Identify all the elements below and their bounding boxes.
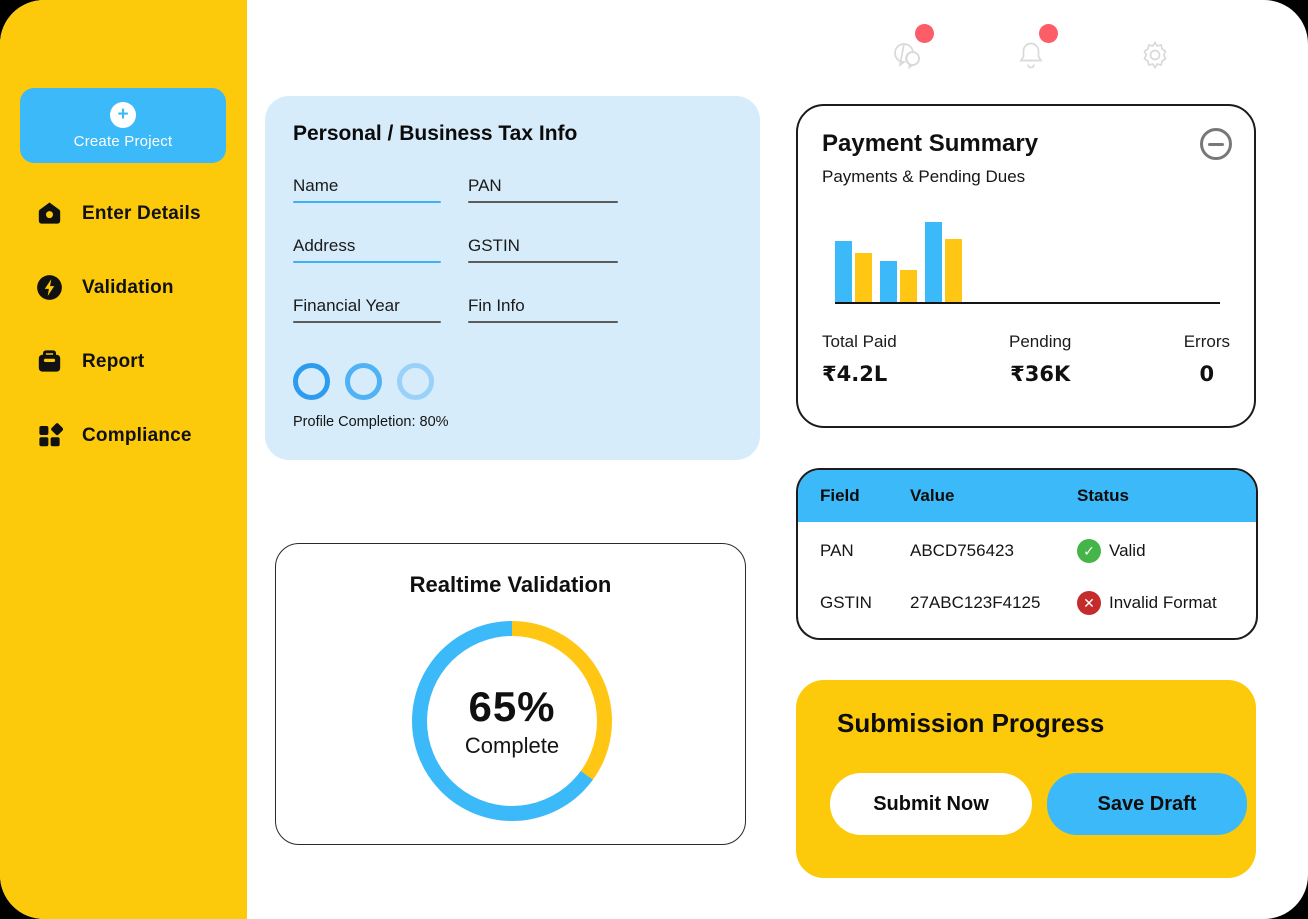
create-project-label: Create Project — [73, 132, 173, 150]
bar-pending — [945, 239, 962, 302]
table-header-status: Status — [1077, 486, 1129, 505]
valid-check-icon: ✓ — [1077, 539, 1101, 563]
sidebar-item-report[interactable]: Report — [36, 348, 201, 375]
sidebar-item-compliance[interactable]: Compliance — [36, 422, 201, 449]
stat-total-paid: Total Paid ₹4.2L — [822, 332, 897, 386]
profile-ring — [397, 363, 434, 400]
table-header-value: Value — [910, 486, 955, 505]
submission-progress-card: Submission Progress Submit Now Save Draf… — [796, 680, 1256, 878]
plus-icon: + — [110, 101, 136, 128]
sidebar-item-label: Report — [82, 350, 145, 372]
grid-icon — [39, 423, 63, 447]
table-row: GSTIN 27ABC123F4125 ✕ Invalid Format — [798, 580, 1256, 626]
bar-group — [880, 261, 917, 302]
bar-group — [835, 241, 872, 302]
sidebar-item-label: Validation — [82, 276, 174, 298]
input-underline[interactable] — [468, 261, 618, 263]
sidebar: + Create Project Enter Details Validatio… — [0, 0, 247, 919]
form-field-financial-year[interactable]: Financial Year — [293, 296, 441, 323]
table-row: PAN ABCD756423 ✓ Valid — [798, 528, 1256, 574]
realtime-validation-title: Realtime Validation — [409, 572, 612, 597]
chat-icon[interactable] — [890, 24, 934, 72]
topbar — [890, 24, 1172, 72]
payment-summary-title: Payment Summary — [822, 130, 1039, 157]
input-underline[interactable] — [293, 321, 441, 323]
briefcase-icon — [38, 350, 61, 372]
form-field-gstin[interactable]: GSTIN — [468, 236, 618, 263]
bell-badge-dot — [1039, 24, 1058, 43]
donut-sublabel: Complete — [464, 733, 560, 758]
table-header-field: Field — [820, 486, 860, 505]
bell-icon[interactable] — [1014, 24, 1058, 72]
tax-info-title: Personal / Business Tax Info — [293, 122, 578, 145]
sidebar-item-label: Enter Details — [82, 202, 201, 224]
form-field-address[interactable]: Address — [293, 236, 441, 263]
payment-stats: Total Paid ₹4.2L Pending ₹36K Errors 0 — [822, 332, 1230, 386]
settings-icon[interactable] — [1138, 38, 1172, 72]
sidebar-item-enter-details[interactable]: Enter Details — [36, 200, 201, 227]
stat-pending: Pending ₹36K — [1009, 332, 1072, 386]
profile-completion-text: Profile Completion: 80% — [293, 414, 449, 430]
bar-paid — [835, 241, 852, 302]
bar-pending — [855, 253, 872, 302]
profile-ring — [293, 363, 330, 400]
validation-donut-chart: 65% Complete — [412, 621, 612, 821]
minus-circle-icon[interactable] — [1200, 128, 1232, 160]
bar-group — [925, 222, 962, 302]
tax-field-grid: Name PAN Address GSTIN Financial Year Fin Inf… — [293, 176, 732, 323]
input-underline[interactable] — [293, 261, 441, 263]
form-field-name[interactable]: Name — [293, 176, 441, 203]
realtime-validation-card: Realtime Validation 65% Complete — [275, 543, 746, 845]
input-underline[interactable] — [468, 201, 618, 203]
input-underline[interactable] — [468, 321, 618, 323]
payment-summary-card: Payment Summary Payments & Pending Dues … — [796, 104, 1256, 428]
sidebar-item-label: Compliance — [82, 424, 192, 446]
invalid-x-icon: ✕ — [1077, 591, 1101, 615]
profile-rings — [293, 363, 732, 400]
tax-info-card: Personal / Business Tax Info Name PAN Addr… — [265, 96, 760, 460]
create-project-button[interactable]: + Create Project — [20, 88, 226, 163]
bar-paid — [925, 222, 942, 302]
bar-paid — [880, 261, 897, 302]
chat-badge-dot — [915, 24, 934, 43]
save-draft-button[interactable]: Save Draft — [1047, 773, 1247, 835]
form-field-fin-info[interactable]: Fin Info — [468, 296, 618, 323]
submission-progress-title: Submission Progress — [837, 708, 1105, 738]
payment-bar-chart — [835, 218, 1220, 304]
submit-now-button[interactable]: Submit Now — [830, 773, 1032, 835]
home-icon — [38, 202, 61, 224]
donut-percent: 65% — [468, 683, 556, 730]
table-header: Field Value Status — [798, 470, 1256, 522]
stat-errors: Errors 0 — [1183, 332, 1230, 386]
bar-pending — [900, 270, 917, 302]
profile-ring — [345, 363, 382, 400]
form-field-pan[interactable]: PAN — [468, 176, 618, 203]
payment-summary-subtitle: Payments & Pending Dues — [822, 167, 1026, 186]
validation-table-card: Field Value Status PAN ABCD756423 ✓ Vali… — [796, 468, 1258, 640]
sidebar-nav: Enter Details Validation Report — [36, 200, 201, 449]
input-underline[interactable] — [293, 201, 441, 203]
sidebar-item-validation[interactable]: Validation — [36, 274, 201, 301]
lightning-icon — [37, 275, 62, 300]
